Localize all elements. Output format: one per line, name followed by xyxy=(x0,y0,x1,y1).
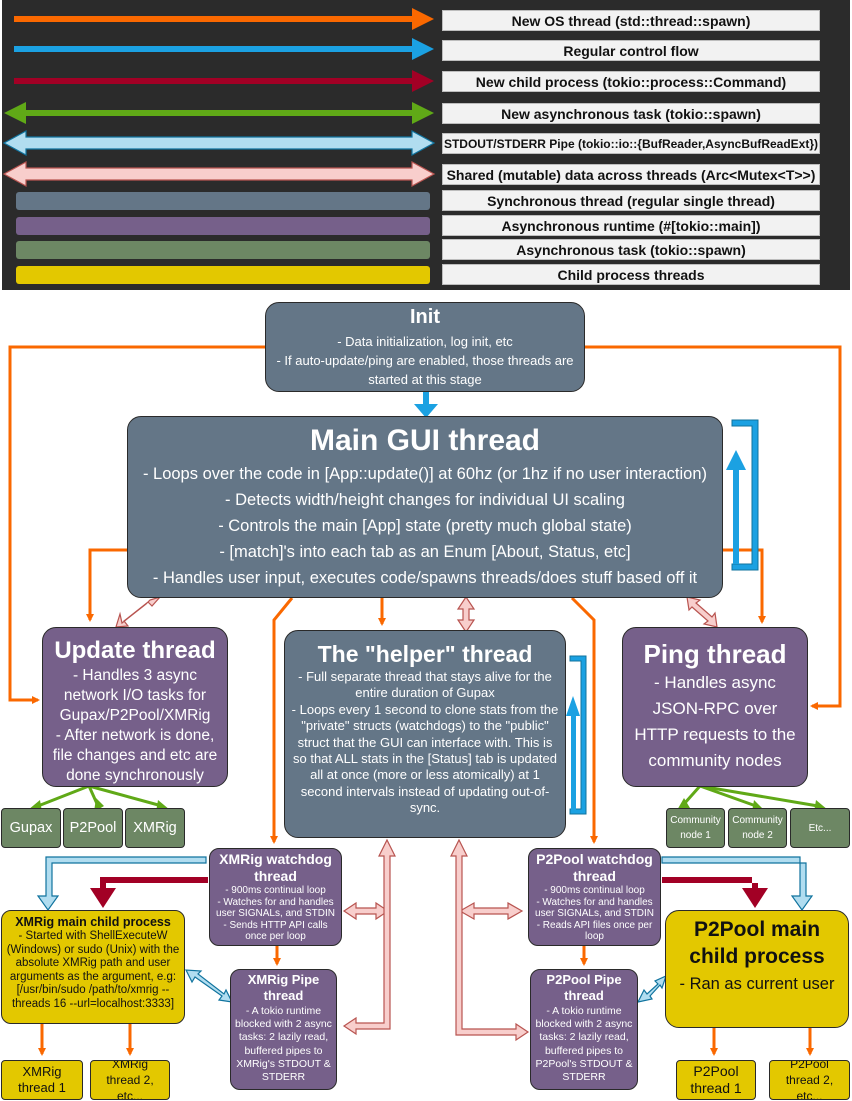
update-thread-line-1: - Handles 3 async network I/O tasks for … xyxy=(59,667,211,724)
p2pool-child-box: P2Pool main child process - Ran as curre… xyxy=(665,910,849,1028)
helper-thread-box: The "helper" thread - Full separate thre… xyxy=(284,630,566,838)
main-gui-line-2: - Detects width/height changes for indiv… xyxy=(225,491,625,509)
legend-label-control-flow: Regular control flow xyxy=(442,40,820,61)
helper-thread-line-1: - Full separate thread that stays alive … xyxy=(298,669,552,701)
init-line-1: - Data initialization, log init, etc xyxy=(337,334,513,349)
p2pool-watchdog-line-2: - Watches for and handles user SIGNALs, … xyxy=(535,896,654,920)
main-gui-box: Main GUI thread - Loops over the code in… xyxy=(127,416,723,598)
main-gui-line-4: - [match]'s into each tab as an Enum [Ab… xyxy=(219,543,631,561)
main-gui-line-1: - Loops over the code in [App::update()]… xyxy=(142,465,708,483)
update-thread-line-2: - After network is done, file changes an… xyxy=(52,727,218,784)
spawn-arrow-main-to-ping xyxy=(722,548,766,624)
legend-label-async-task-arrow: New asynchronous task (tokio::spawn) xyxy=(442,103,820,124)
legend-label-async-runtime: Asynchronous runtime (#[tokio::main]) xyxy=(442,215,820,236)
xmrig-thread-2: XMRig thread 2, etc... xyxy=(90,1060,170,1100)
p2pool-pipe-line-1: - A tokio runtime blocked with 2 async t… xyxy=(535,1005,633,1084)
init-title: Init xyxy=(410,306,440,328)
xmrig-child-box: XMRig main child process - Started with … xyxy=(1,910,185,1024)
ping-thread-box: Ping thread - Handles async JSON-RPC ove… xyxy=(622,627,808,787)
update-task-gupax: Gupax xyxy=(1,808,61,848)
legend-label-shared-data: Shared (mutable) data across threads (Ar… xyxy=(442,164,820,185)
ping-task-etc: Etc... xyxy=(790,808,850,848)
helper-thread-line-2: - Loops every 1 second to clone stats fr… xyxy=(291,701,559,816)
legend-label-async-task: Asynchronous task (tokio::spawn) xyxy=(442,239,820,260)
init-line-2: - If auto-update/ping are enabled, those… xyxy=(276,353,574,387)
legend-label-child-threads: Child process threads xyxy=(442,264,820,285)
legend-label-sync-thread: Synchronous thread (regular single threa… xyxy=(442,190,820,211)
xmrig-pipe-box: XMRig Pipe thread - A tokio runtime bloc… xyxy=(230,969,337,1090)
spawn-arrows-child-threads xyxy=(38,1024,814,1056)
xmrig-watchdog-line-1: - 900ms continual loop xyxy=(225,885,326,896)
loop-arrow-helper xyxy=(566,655,587,815)
init-box: Init - Data initialization, log init, et… xyxy=(265,302,585,392)
child-process-arrows xyxy=(90,877,768,908)
p2pool-child-title: P2Pool main child process xyxy=(689,918,825,968)
legend-label-child-process: New child process (tokio::process::Comma… xyxy=(442,71,820,92)
ping-task-node-1: Community node 1 xyxy=(666,808,725,848)
main-gui-title: Main GUI thread xyxy=(309,424,541,457)
update-thread-box: Update thread - Handles 3 async network … xyxy=(42,627,228,787)
ping-thread-title: Ping thread xyxy=(643,639,787,669)
main-gui-line-3: - Controls the main [App] state (pretty … xyxy=(218,517,632,535)
p2pool-watchdog-box: P2Pool watchdog thread - 900ms continual… xyxy=(528,848,661,946)
p2pool-pipe-title: P2Pool Pipe thread xyxy=(546,972,622,1003)
p2pool-watchdog-title: P2Pool watchdog thread xyxy=(536,851,653,884)
spawn-arrow-main-to-p2pool-watchdog xyxy=(570,596,598,844)
xmrig-pipe-title: XMRig Pipe thread xyxy=(247,972,320,1003)
p2pool-watchdog-line-1: - 900ms continual loop xyxy=(544,885,645,896)
p2pool-thread-1: P2Pool thread 1 xyxy=(676,1060,756,1100)
xmrig-child-title: XMRig main child process xyxy=(15,915,171,929)
p2pool-watchdog-line-3: - Reads API files once per loop xyxy=(536,919,653,943)
ping-task-node-2: Community node 2 xyxy=(728,808,787,848)
update-thread-title: Update thread xyxy=(54,637,216,664)
main-gui-line-5: - Handles user input, executes code/spaw… xyxy=(152,569,698,587)
helper-thread-title: The "helper" thread xyxy=(317,641,533,667)
xmrig-watchdog-box: XMRig watchdog thread - 900ms continual … xyxy=(209,848,342,946)
legend-swatch-child-threads xyxy=(16,266,430,284)
xmrig-watchdog-line-2: - Watches for and handles user SIGNALs, … xyxy=(216,896,335,920)
p2pool-thread-2: P2Pool thread 2, etc... xyxy=(769,1060,850,1100)
legend-label-os-thread: New OS thread (std::thread::spawn) xyxy=(442,10,820,31)
legend-swatch-sync-thread xyxy=(16,192,430,210)
p2pool-pipe-box: P2Pool Pipe thread - A tokio runtime blo… xyxy=(530,969,638,1090)
xmrig-child-line-1: - Started with ShellExecuteW (Windows) o… xyxy=(6,930,180,1010)
p2pool-child-line-1: - Ran as current user xyxy=(679,975,835,993)
update-task-p2pool: P2Pool xyxy=(63,808,123,848)
xmrig-pipe-line-1: - A tokio runtime blocked with 2 async t… xyxy=(235,1005,332,1084)
legend-label-pipe: STDOUT/STDERR Pipe (tokio::io::{BufReade… xyxy=(442,133,820,154)
loop-arrow-main-gui xyxy=(726,419,759,571)
xmrig-watchdog-line-3: - Sends HTTP API calls once per loop xyxy=(223,919,328,943)
legend-swatch-async-task xyxy=(16,241,430,259)
flow-arrow-init-to-main xyxy=(414,392,438,418)
spawn-arrow-main-to-update xyxy=(86,548,128,622)
xmrig-watchdog-title: XMRig watchdog thread xyxy=(219,851,332,884)
legend-swatch-async-runtime xyxy=(16,217,430,235)
update-task-xmrig: XMRig xyxy=(125,808,185,848)
ping-thread-line-1: - Handles async JSON-RPC over HTTP reque… xyxy=(634,673,796,770)
xmrig-thread-1: XMRig thread 1 xyxy=(1,1060,83,1100)
